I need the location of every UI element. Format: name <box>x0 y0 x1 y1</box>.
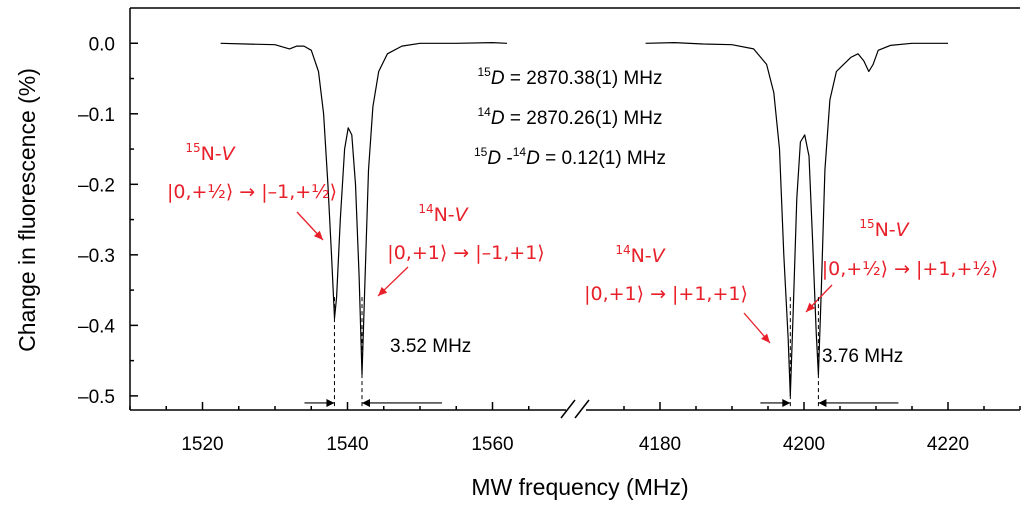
traces <box>220 42 948 397</box>
y-tick-label: –0.2 <box>78 175 115 196</box>
x-tick-label: 1560 <box>471 434 513 455</box>
splitting-label: 3.52 MHz <box>390 336 471 357</box>
x-tick-label: 4180 <box>639 434 681 455</box>
splitting-arrow-head <box>818 398 827 407</box>
peak-arrow-head <box>313 230 323 240</box>
annotations: 15D = 2870.38(1) MHz 14D = 2870.26(1) MHz… <box>167 65 998 407</box>
y-tick-label: –0.3 <box>78 246 115 267</box>
peak-label-transition: |0,+½⟩ → |–1,+½⟩ <box>167 181 337 203</box>
peak-label-isotope: 14N-V <box>418 202 469 226</box>
peak-arrow-head <box>806 302 816 312</box>
y-tick-label: 0.0 <box>89 34 115 55</box>
peak-arrow-head <box>378 286 388 296</box>
splitting-arrow-head <box>782 398 791 407</box>
annotation-d-difference: 15D -14D = 0.12(1) MHz <box>474 145 666 169</box>
axis-break-mark <box>574 399 590 419</box>
x-tick-label: 4200 <box>783 434 825 455</box>
splitting-arrow-head <box>326 398 335 407</box>
spectrum-trace <box>645 42 948 397</box>
y-tick-label: –0.1 <box>78 105 115 126</box>
y-axis-title: Change in fluorescence (%) <box>14 68 40 352</box>
peak-label-transition: |0,+1⟩ → |–1,+1⟩ <box>387 242 544 264</box>
y-tick-label: –0.4 <box>78 316 115 337</box>
peak-label-isotope: 15N-V <box>859 217 910 241</box>
x-tick-label: 1540 <box>326 434 368 455</box>
axes: 0.0 –0.1 –0.2 –0.3 –0.4 –0.5 1520 1540 1560 4180 4… <box>78 7 1021 455</box>
y-tick-label: –0.5 <box>78 387 115 408</box>
peak-label-transition: |0,+½⟩ → |+1,+½⟩ <box>822 258 998 280</box>
annotation-d14: 14D = 2870.26(1) MHz <box>478 105 663 129</box>
x-axis-title: MW frequency (MHz) <box>471 474 688 500</box>
spectrum-trace <box>220 42 508 376</box>
peak-label-isotope: 14N-V <box>615 243 666 267</box>
axis-break-mark <box>560 399 576 419</box>
peak-label-transition: |0,+1⟩ → |+1,+1⟩ <box>584 283 748 305</box>
splitting-label: 3.76 MHz <box>822 346 903 367</box>
peak-label-isotope: 15N-V <box>185 141 236 165</box>
x-tick-label: 1520 <box>181 434 223 455</box>
peak-arrow-head <box>761 333 770 343</box>
x-tick-label: 4220 <box>927 434 969 455</box>
annotation-d15: 15D = 2870.38(1) MHz <box>478 65 663 89</box>
splitting-arrow-head <box>362 398 370 407</box>
